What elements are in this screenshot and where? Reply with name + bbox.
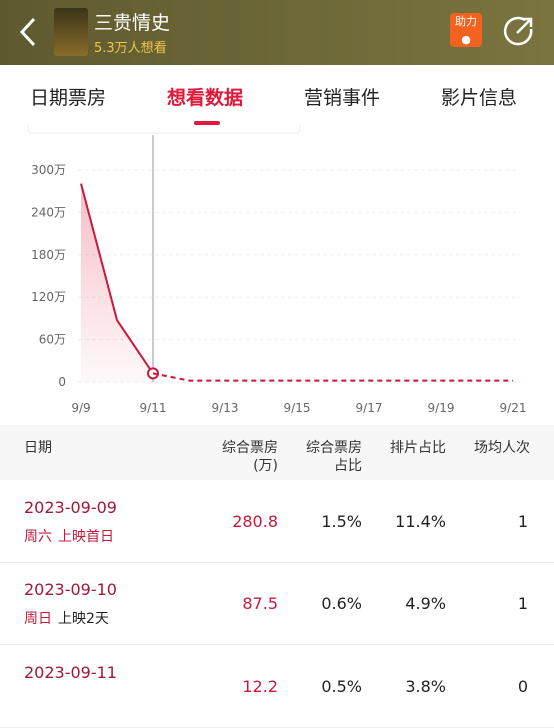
- line: [152, 372, 513, 382]
- cell: 11.4%: [395, 512, 446, 531]
- boost-button[interactable]: 助力 ●: [450, 13, 482, 47]
- y-tick-label: 0: [58, 375, 66, 389]
- cell: 87.5: [242, 594, 278, 613]
- weekday: 周日: [24, 611, 52, 627]
- x-tick-label: 9/9: [71, 401, 90, 415]
- cell: 0: [517, 677, 528, 696]
- table-row: 2023-09-09 周六 上映首日 280.8 1.5% 11.4% 1: [0, 480, 554, 563]
- release-note: 上映首日: [58, 529, 114, 545]
- movie-title: 三贵情史: [94, 12, 171, 34]
- day-info: 周六 上映首日: [24, 526, 114, 546]
- area: [81, 183, 153, 382]
- header-cell: 综合票房占比: [290, 439, 362, 475]
- tab-indicator: [194, 121, 220, 125]
- header-cell: 场均人次: [450, 439, 530, 457]
- header-cell: 排片占比: [370, 439, 446, 457]
- tab-active[interactable]: 想看数据: [167, 87, 244, 109]
- date: 2023-09-09: [24, 498, 117, 517]
- tooltip-box: [27, 125, 301, 134]
- cell: 1: [517, 512, 528, 531]
- y-tick-label: 120万: [31, 290, 66, 304]
- tab[interactable]: 影片信息: [441, 87, 518, 109]
- header-line: 排片占比: [390, 440, 446, 456]
- x-tick-label: 9/11: [140, 401, 167, 415]
- app-header: 三贵情史 5.3万人想看 助力 ●: [0, 0, 554, 65]
- date: 2023-09-10: [24, 580, 117, 599]
- x-tick-label: 9/15: [284, 401, 311, 415]
- x-tick-label: 9/19: [428, 401, 455, 415]
- cell: 3.8%: [405, 677, 446, 696]
- release-note: 上映2天: [58, 611, 109, 627]
- tab-bar: 日期票房 想看数据 营销事件 影片信息: [0, 65, 554, 125]
- table-header: 日期 综合票房 (万) 综合票房占比 排片占比 场均人次: [0, 425, 554, 480]
- x-tick-label: 9/21: [500, 401, 527, 415]
- day-info: 周日 上映2天: [24, 608, 109, 628]
- cell: 12.2: [242, 677, 278, 696]
- tab[interactable]: 营销事件: [304, 87, 381, 109]
- tab[interactable]: 日期票房: [30, 87, 107, 109]
- header-line: 场均人次: [474, 440, 530, 456]
- cell: 0.6%: [321, 594, 362, 613]
- date: 2023-09-11: [24, 663, 117, 682]
- y-tick-label: 240万: [31, 205, 66, 219]
- y-tick-label: 180万: [31, 248, 66, 262]
- y-tick-label: 300万: [31, 163, 66, 177]
- share-button[interactable]: [503, 15, 535, 47]
- weekday: 周六: [24, 529, 52, 545]
- boost-label: 助力: [455, 15, 477, 28]
- chart: 0 60万 120万 180万 240万 300万 9/9 9/11 9/13 9/15 9/17 9…: [27, 125, 527, 415]
- header-cell: 综合票房 (万): [200, 439, 278, 475]
- line: [80, 183, 154, 374]
- cell: 1: [517, 594, 528, 613]
- want-count: 5.3万人想看: [94, 41, 167, 56]
- header-line: 综合票房: [306, 440, 362, 456]
- header-cell: 日期: [24, 439, 52, 457]
- cell: 4.9%: [405, 594, 446, 613]
- cell: 280.8: [232, 512, 278, 531]
- header-line: 综合票房: [222, 440, 278, 456]
- table-row: 2023-09-11 12.2 0.5% 3.8% 0: [0, 645, 554, 728]
- back-button[interactable]: [18, 16, 38, 48]
- x-tick-label: 9/17: [356, 401, 383, 415]
- poster: [54, 8, 88, 56]
- header-line: (万): [253, 458, 278, 474]
- header-line: 占比: [334, 458, 362, 474]
- x-tick-label: 9/13: [212, 401, 239, 415]
- y-tick-label: 60万: [39, 333, 66, 347]
- header-line: 日期: [24, 440, 52, 456]
- table-row: 2023-09-10 周日 上映2天 87.5 0.6% 4.9% 1: [0, 562, 554, 645]
- cell: 1.5%: [321, 512, 362, 531]
- cell: 0.5%: [321, 677, 362, 696]
